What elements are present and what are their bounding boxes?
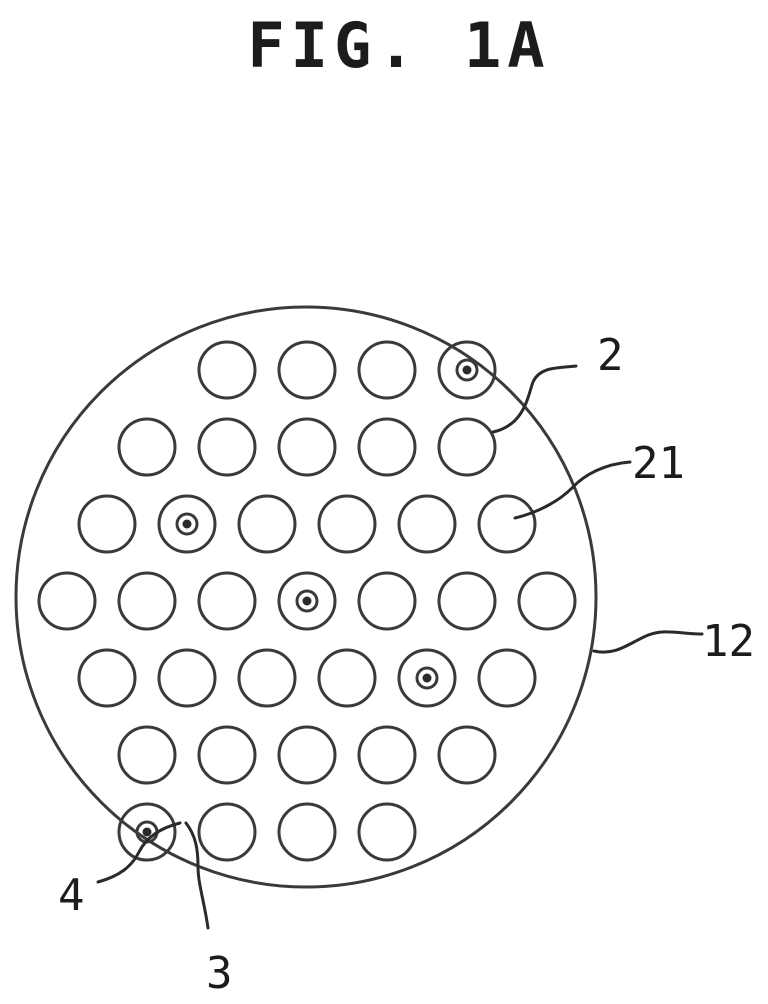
tube-hole: [359, 419, 415, 475]
tube-hole: [319, 496, 375, 552]
tube-hole: [439, 573, 495, 629]
tube-hole: [39, 573, 95, 629]
tube-hole: [439, 419, 495, 475]
tube-hole: [359, 342, 415, 398]
tube-hole: [359, 804, 415, 860]
tube-hole: [279, 342, 335, 398]
tube-hole: [399, 496, 455, 552]
tube-hole: [279, 727, 335, 783]
leader-line-tube-sheet: [594, 632, 702, 652]
tube-hole: [119, 727, 175, 783]
tube-hole: [319, 650, 375, 706]
label-tube-sheet: 12: [702, 616, 755, 667]
tube-hole: [199, 419, 255, 475]
tube-hole: [479, 496, 535, 552]
tube-hole: [199, 573, 255, 629]
leader-line-rod-core: [186, 823, 208, 928]
label-rod-core: 3: [206, 948, 233, 999]
rod-core-dot: [423, 674, 432, 683]
rod-core-dot: [303, 597, 312, 606]
tube-hole: [119, 419, 175, 475]
tube-hole-grid: [39, 342, 575, 860]
tube-hole: [199, 342, 255, 398]
label-tube: 2: [597, 330, 624, 381]
tube-hole: [519, 573, 575, 629]
tube-hole: [159, 650, 215, 706]
tube-hole: [79, 650, 135, 706]
rod-core-dot: [143, 828, 152, 837]
label-rod: 4: [58, 870, 85, 921]
tube-hole: [279, 804, 335, 860]
label-tube-interior: 21: [632, 438, 685, 489]
rod-core-dot: [183, 520, 192, 529]
tube-hole: [479, 650, 535, 706]
tube-hole: [439, 727, 495, 783]
tube-hole: [279, 419, 335, 475]
tube-hole: [79, 496, 135, 552]
rod-core-dot: [463, 366, 472, 375]
tube-hole: [359, 727, 415, 783]
tube-hole: [359, 573, 415, 629]
tube-hole: [199, 804, 255, 860]
leader-line-tube: [493, 366, 576, 432]
tube-hole: [119, 573, 175, 629]
tube-hole: [239, 496, 295, 552]
tube-hole: [199, 727, 255, 783]
tube-hole: [239, 650, 295, 706]
